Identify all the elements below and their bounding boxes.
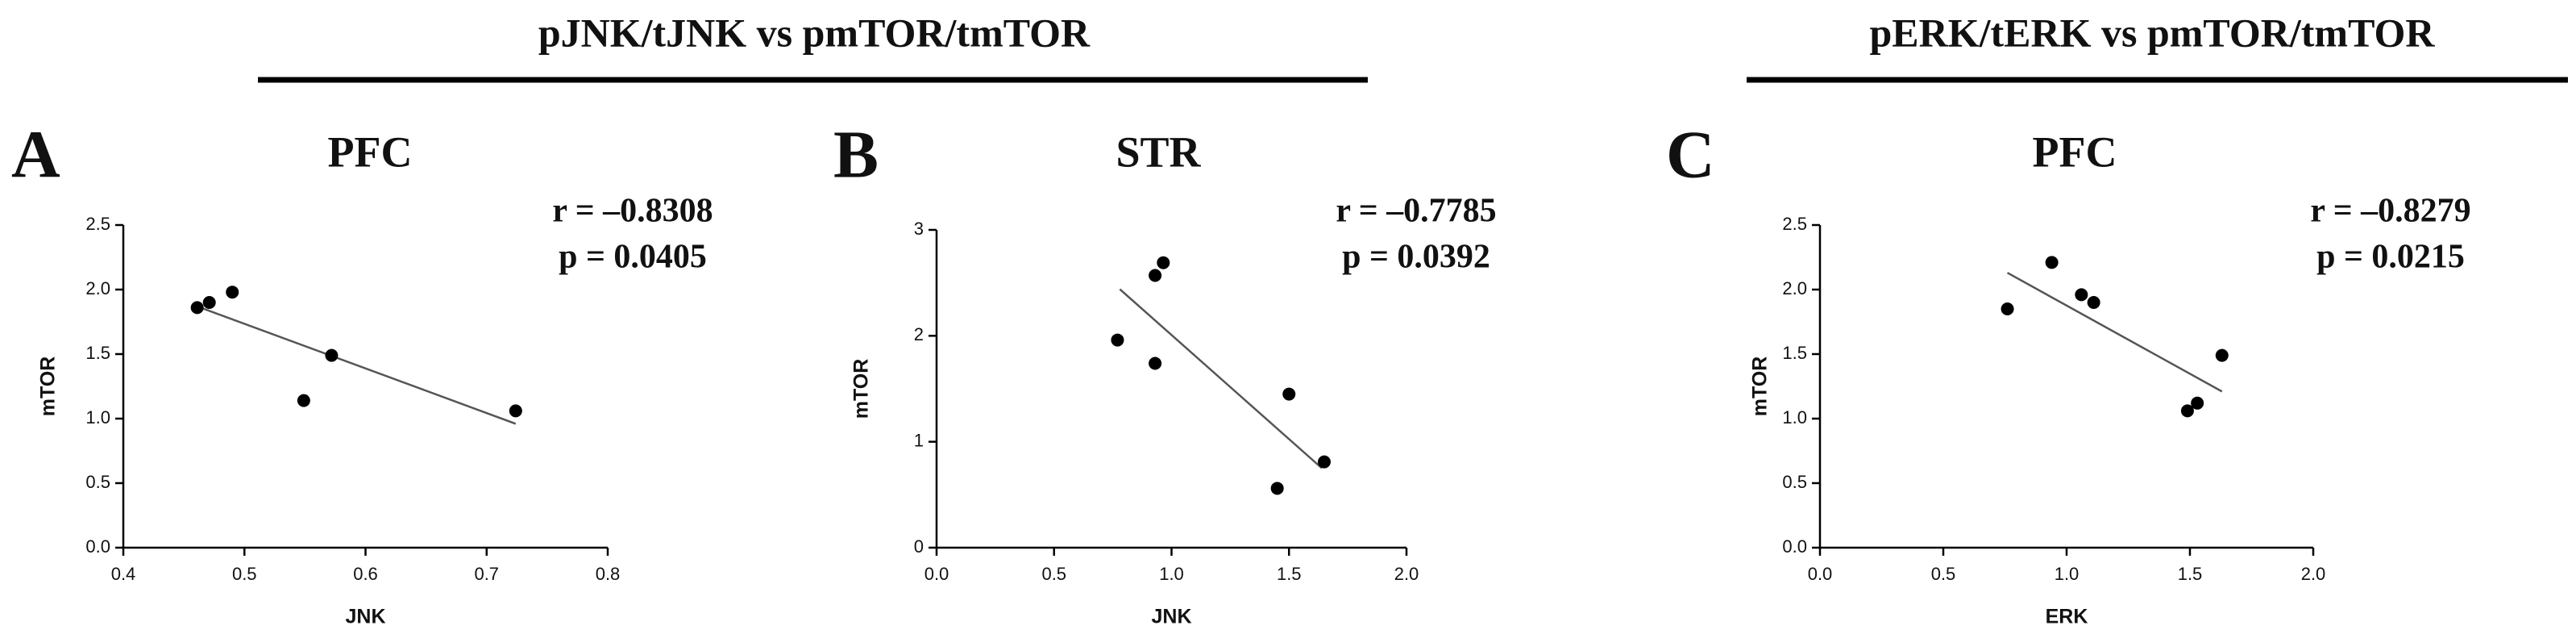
y-tick-label: 2: [914, 324, 924, 344]
y-axis-label: mTOR: [1749, 357, 1772, 417]
x-tick-label: 1.5: [1277, 564, 1302, 584]
y-tick-label: 0.5: [1782, 472, 1807, 492]
point: [2087, 296, 2100, 309]
point: [325, 348, 339, 362]
x-tick-label: 1.5: [2178, 564, 2203, 584]
panel-letter: A: [11, 117, 60, 192]
y-tick-label: 1: [914, 430, 924, 450]
y-tick-label: 2.5: [1782, 214, 1807, 234]
y-tick-label: 0.5: [85, 472, 110, 492]
point: [297, 394, 310, 407]
point: [1111, 333, 1124, 347]
annotation: p = 0.0392: [1342, 239, 1490, 276]
y-tick-label: 1.5: [85, 343, 110, 363]
y-tick-label: 0.0: [1782, 536, 1807, 557]
x-tick-label: 1.0: [2055, 564, 2079, 584]
y-axis-label: mTOR: [37, 357, 60, 417]
x-tick-label: 2.0: [2301, 564, 2326, 584]
x-tick-label: 0.5: [232, 564, 257, 584]
chart-title: PFC: [2033, 127, 2117, 176]
annotation: p = 0.0215: [2316, 239, 2465, 276]
y-tick-label: 3: [914, 219, 924, 239]
point: [1157, 256, 1170, 269]
panel-letter: C: [1666, 117, 1715, 192]
point: [226, 286, 239, 299]
point: [2180, 404, 2194, 418]
fit-line: [1119, 288, 1323, 469]
point: [190, 301, 204, 315]
point: [2001, 302, 2014, 315]
x-tick-label: 2.0: [1394, 564, 1419, 584]
fit-line: [193, 304, 517, 425]
y-tick-label: 0.0: [85, 536, 110, 557]
y-tick-label: 1.5: [1782, 343, 1807, 363]
fit-line: [2006, 272, 2223, 393]
chart-title: STR: [1116, 127, 1201, 176]
y-axis-label: mTOR: [850, 359, 873, 419]
x-tick-label: 0.0: [1808, 564, 1833, 584]
x-tick-label: 0.5: [1041, 564, 1066, 584]
point: [2045, 256, 2059, 269]
y-tick-label: 0: [914, 536, 924, 557]
group-header: pERK/tERK vs pmTOR/tmTOR: [1869, 10, 2435, 55]
point: [2215, 348, 2229, 362]
panel-letter: B: [833, 117, 879, 192]
y-tick-label: 2.5: [85, 214, 110, 234]
x-tick-label: 0.6: [353, 564, 378, 584]
point: [1270, 482, 1284, 495]
x-tick-label: 0.7: [474, 564, 499, 584]
y-tick-label: 1.0: [1782, 407, 1807, 427]
annotation: r = –0.7785: [1336, 193, 1496, 230]
point: [2075, 288, 2088, 302]
x-tick-label: 0.0: [924, 564, 949, 584]
x-axis-label: ERK: [2046, 606, 2088, 628]
x-axis-label: JNK: [1151, 606, 1191, 628]
y-tick-label: 2.0: [1782, 278, 1807, 298]
x-tick-label: 0.5: [1931, 564, 1956, 584]
x-tick-label: 1.0: [1159, 564, 1184, 584]
annotation: p = 0.0405: [559, 239, 707, 276]
point: [1149, 357, 1162, 370]
group-header: pJNK/tJNK vs pmTOR/tmTOR: [538, 10, 1091, 55]
annotation: r = –0.8279: [2310, 193, 2470, 230]
x-axis-label: JNK: [345, 606, 385, 628]
point: [509, 404, 522, 418]
y-tick-label: 1.0: [85, 407, 110, 427]
point: [1282, 387, 1296, 401]
x-tick-label: 0.8: [596, 564, 621, 584]
point: [1149, 269, 1162, 282]
x-tick-label: 0.4: [111, 564, 136, 584]
point: [202, 296, 216, 309]
point: [2191, 396, 2204, 410]
y-tick-label: 2.0: [85, 278, 110, 298]
point: [1317, 455, 1331, 469]
annotation: r = –0.8308: [552, 193, 713, 230]
chart-title: PFC: [328, 127, 413, 176]
